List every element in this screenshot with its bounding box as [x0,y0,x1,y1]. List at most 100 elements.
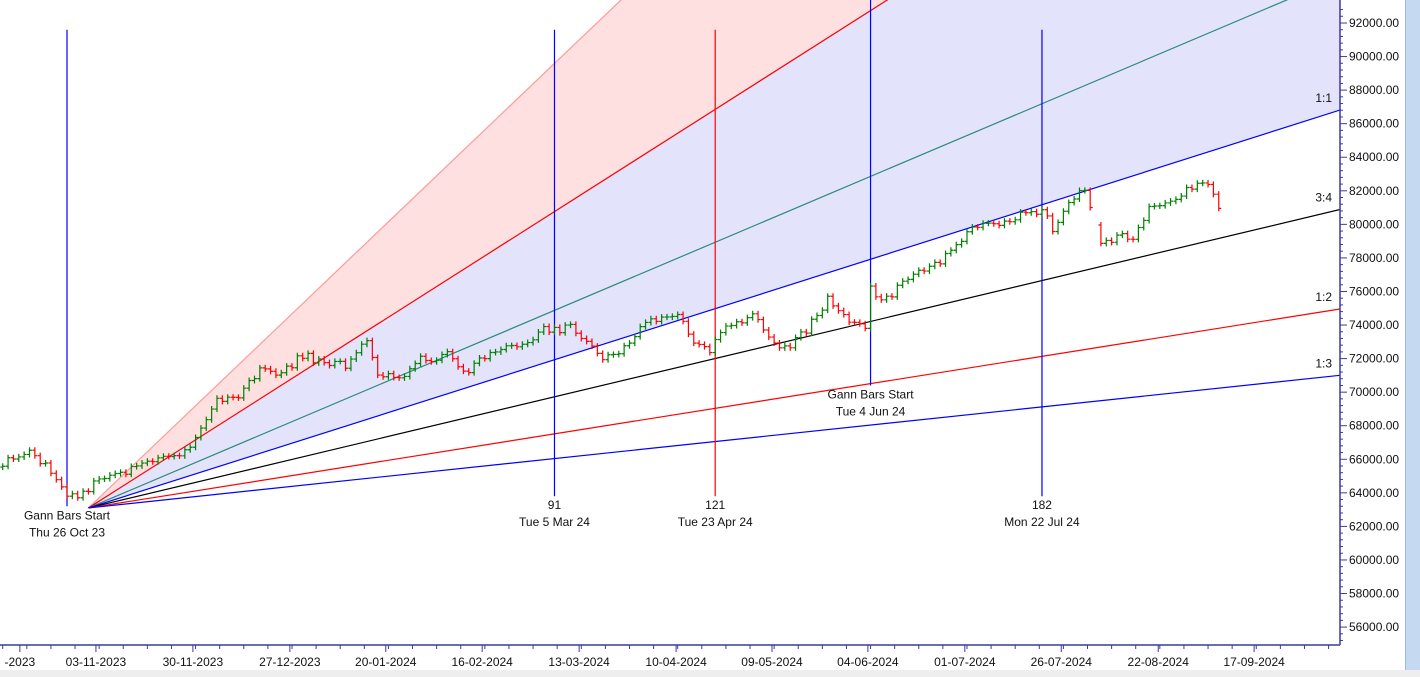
y-tick-label: 60000.00 [1349,553,1399,567]
price-bar [562,322,568,336]
price-bar [155,454,161,465]
price-bar [1146,203,1152,224]
fan-label: 1:3 [1315,356,1332,370]
price-bar [1050,212,1056,235]
y-tick-label: 72000.00 [1349,352,1399,366]
price-bar [69,490,75,500]
price-bar [455,355,461,370]
x-tick-label: 30-11-2023 [163,655,224,669]
price-bar [610,351,616,358]
price-bar [246,377,252,392]
price-bar [948,247,954,257]
marker-date-label: Mon 22 Jul 24 [1004,515,1080,529]
fan-line-1-1 [88,109,1340,509]
price-bar [857,319,863,327]
price-bar [1001,218,1007,229]
price-bar [782,342,788,351]
price-bar [96,475,102,484]
x-tick-label: -2023 [5,655,36,669]
price-bar [321,355,327,366]
price-bar [530,336,536,346]
price-bar [814,312,820,323]
price-bar [637,323,643,340]
price-bar [600,350,606,363]
y-tick-label: 74000.00 [1349,318,1399,332]
price-bar [851,319,857,326]
marker-date-label: Thu 26 Oct 23 [29,525,105,539]
price-bar [664,313,670,321]
price-bar [1018,209,1024,223]
price-bar [407,365,413,380]
x-axis: -2023 03-11-2023 30-11-2023 27-12-2023 20-01… [0,644,1340,669]
price-bar [835,302,841,314]
price-bar [750,310,756,321]
price-bar [305,350,311,362]
fan-line-1-2 [88,308,1340,509]
fan-line-1-3 [88,374,1340,509]
y-tick-label: 84000.00 [1349,150,1399,164]
x-tick-label: 13-03-2024 [548,655,610,669]
fan-label: 1:2 [1315,290,1332,304]
price-bar [734,318,740,329]
price-bar [439,351,445,364]
price-bar [230,394,236,401]
marker-count-label: 91 [548,498,562,512]
price-bar [728,322,734,330]
price-bar [16,453,22,463]
price-bar [198,425,204,441]
price-bar [1039,206,1045,218]
price-bar [1125,230,1131,243]
price-bar [921,267,927,275]
price-bar [257,364,263,382]
price-bar [514,342,520,350]
price-bar [626,340,632,349]
price-bar [980,220,986,231]
price-bar [1114,232,1120,246]
price-bar [482,355,488,362]
fan-label: 3:4 [1315,191,1332,205]
price-bar [375,354,381,379]
price-bar [1034,208,1040,218]
price-bar [551,324,557,336]
marker-date-label: Tue 4 Jun 24 [836,404,906,418]
price-bar [219,395,225,405]
price-bar [525,339,531,348]
price-bar [134,462,140,470]
price-bar [894,282,900,300]
price-bar [434,357,440,365]
y-tick-label: 92000.00 [1349,16,1399,30]
horizontal-scrollbar[interactable] [0,670,1420,677]
price-bar [964,228,970,245]
price-bar [616,350,622,358]
price-bar [723,323,729,336]
price-bar [996,220,1002,229]
price-bar [460,363,466,375]
price-bar [144,458,150,467]
price-bar [369,337,375,361]
price-bar [27,447,33,458]
x-tick-label: 09-05-2024 [741,655,803,669]
price-bar [932,259,938,270]
marker-date-label: Tue 23 Apr 24 [678,515,753,529]
price-bar [64,483,70,500]
price-bar [707,343,713,356]
price-bar [868,283,874,332]
price-bar [1200,179,1206,187]
price-bar [1130,236,1136,243]
price-bar [75,490,81,501]
price-bar [991,220,997,227]
vertical-scrollbar[interactable] [1405,0,1420,670]
marker-count-label: Gann Bars Start [828,387,915,401]
price-bar [364,337,370,348]
price-bars [0,179,1222,501]
price-bar [985,220,991,227]
y-tick-label: 58000.00 [1349,587,1399,601]
price-bar [1151,202,1157,210]
price-bar [209,406,215,423]
price-bar [466,368,472,376]
y-tick-label: 78000.00 [1349,251,1399,265]
price-bar [391,370,397,381]
price-bar [675,311,681,320]
y-tick-label: 80000.00 [1349,217,1399,231]
